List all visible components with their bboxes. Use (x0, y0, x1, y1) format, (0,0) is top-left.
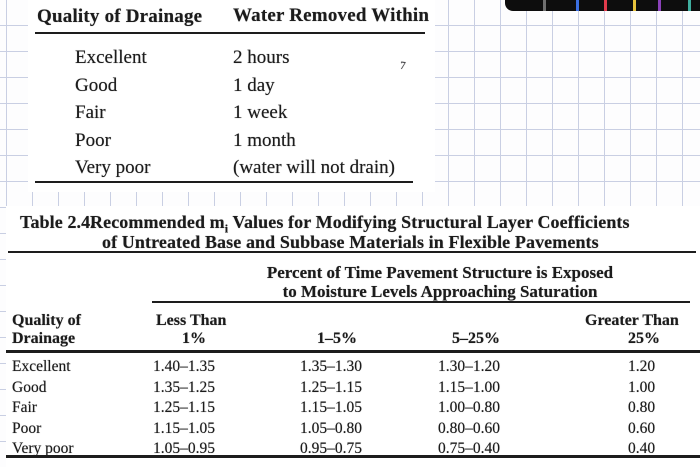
col-header-quality-line2: Drainage (12, 330, 76, 347)
p5-25-cell: 1.30–1.20 (438, 358, 500, 375)
drainage-col-header-quality: Quality of Drainage (37, 6, 203, 27)
p1-5-cell: 1.05–0.80 (300, 419, 362, 437)
table-2-4-scan: Table 2.4. Recommended mi Values for Mod… (6, 206, 700, 467)
quality-cell: Good (75, 74, 118, 96)
quality-cell: Excellent (12, 358, 71, 375)
spanning-header-rule (152, 301, 690, 303)
table-title-line2: of Untreated Base and Subbase Materials … (102, 232, 599, 252)
quality-cell: Fair (75, 102, 106, 123)
gray-tick (543, 0, 546, 11)
col-header-lessthan-line1: Less Than (156, 312, 227, 329)
teal-tick (688, 0, 691, 11)
quality-cell: Very poor (75, 157, 151, 178)
col-header-greaterthan-line1: Greater Than (585, 312, 679, 329)
table-number-label: Table 2.4. (20, 212, 95, 232)
spanning-header-line2: to Moisture Levels Approaching Saturatio… (282, 281, 598, 301)
drainage-table-scan: Quality of Drainage Water Removed Within… (28, 0, 435, 192)
time-cell: 1 month (233, 129, 296, 151)
drainage-header-rule (35, 32, 425, 34)
spanning-header-line1: Percent of Time Pavement Structure is Ex… (266, 263, 614, 282)
gt25-cell: 1.00 (628, 378, 656, 396)
lt1-cell: 1.25–1.15 (153, 399, 215, 416)
table-row: Excellent 1.40–1.35 1.35–1.30 1.30–1.20 … (6, 358, 700, 379)
gt25-cell: 1.20 (628, 358, 656, 375)
gt25-cell: 0.60 (628, 419, 656, 437)
screen-edge-bar (505, 0, 700, 11)
p1-5-cell: 1.35–1.30 (300, 358, 362, 375)
p5-25-cell: 0.80–0.60 (438, 419, 500, 437)
table-row: Fair 1 week (28, 99, 435, 127)
table-row: Good 1.35–1.25 1.25–1.15 1.15–1.00 1.00 (6, 379, 700, 400)
table-row: Poor 1 month (28, 127, 435, 155)
table-row: Fair 1.25–1.15 1.15–1.05 1.00–0.80 0.80 (6, 399, 700, 420)
col-header-quality-line1: Quality of (12, 312, 81, 329)
time-cell: 2 hours (233, 47, 290, 68)
time-cell: (water will not drain) (233, 157, 395, 178)
blue-tick (576, 0, 579, 11)
drainage-bottom-rule (35, 181, 413, 183)
yellow-tick (633, 0, 636, 11)
title-post-sub: Values for Modifying Structural Layer Co… (228, 212, 630, 232)
drainage-rows: Excellent 2 hours Good 1 day Fair 1 week… (28, 44, 435, 182)
lt1-cell: 1.40–1.35 (153, 358, 215, 375)
table-row: Very poor 1.05–0.95 0.95–0.75 0.75–0.40 … (6, 440, 700, 461)
time-cell: 1 week (233, 102, 288, 123)
quality-cell: Poor (75, 129, 111, 151)
title-rule (8, 251, 696, 253)
p5-25-cell: 1.15–1.00 (438, 378, 500, 396)
p5-25-cell: 1.00–0.80 (438, 399, 500, 416)
col-header-lessthan-line2: 1% (182, 330, 206, 347)
col-header-5-25: 5–25% (452, 330, 500, 347)
title-pre-sub: Recommended m (90, 212, 225, 232)
title-subscript: i (224, 221, 229, 236)
table-2-4-rows: Excellent 1.40–1.35 1.35–1.30 1.30–1.20 … (6, 358, 700, 461)
table-row: Very poor (water will not drain) (28, 154, 435, 182)
quality-cell: Good (12, 378, 47, 396)
col-header-greaterthan-line2: 25% (628, 330, 660, 347)
purple-tick (658, 0, 661, 11)
p1-5-cell: 1.15–1.05 (300, 399, 362, 416)
quality-cell: Excellent (75, 47, 147, 68)
gt25-cell: 0.40 (628, 440, 656, 457)
table-row: Good 1 day (28, 72, 435, 100)
header-thick-rule (6, 350, 700, 353)
p1-5-cell: 0.95–0.75 (300, 440, 362, 457)
spanning-column-header: Percent of Time Pavement Structure is Ex… (170, 263, 700, 301)
quality-cell: Poor (12, 419, 42, 437)
lt1-cell: 1.05–0.95 (153, 440, 215, 457)
lt1-cell: 1.35–1.25 (153, 378, 215, 396)
red-tick (604, 0, 607, 11)
table-title-line1: Recommended mi Values for Modifying Stru… (90, 212, 630, 237)
gt25-cell: 0.80 (628, 399, 656, 416)
col-header-1-5: 1–5% (317, 330, 357, 347)
table-row: Poor 1.15–1.05 1.05–0.80 0.80–0.60 0.60 (6, 420, 700, 441)
p5-25-cell: 0.75–0.40 (438, 440, 500, 457)
table-bottom-rule (6, 455, 700, 458)
p1-5-cell: 1.25–1.15 (300, 378, 362, 396)
quality-cell: Very poor (12, 440, 74, 457)
scan-artifact: 7 (399, 59, 407, 73)
quality-cell: Fair (12, 399, 37, 416)
lt1-cell: 1.15–1.05 (153, 419, 215, 437)
drainage-col-header-time: Water Removed Within (233, 5, 430, 26)
time-cell: 1 day (233, 74, 275, 96)
table-row: Excellent 2 hours (28, 44, 435, 72)
